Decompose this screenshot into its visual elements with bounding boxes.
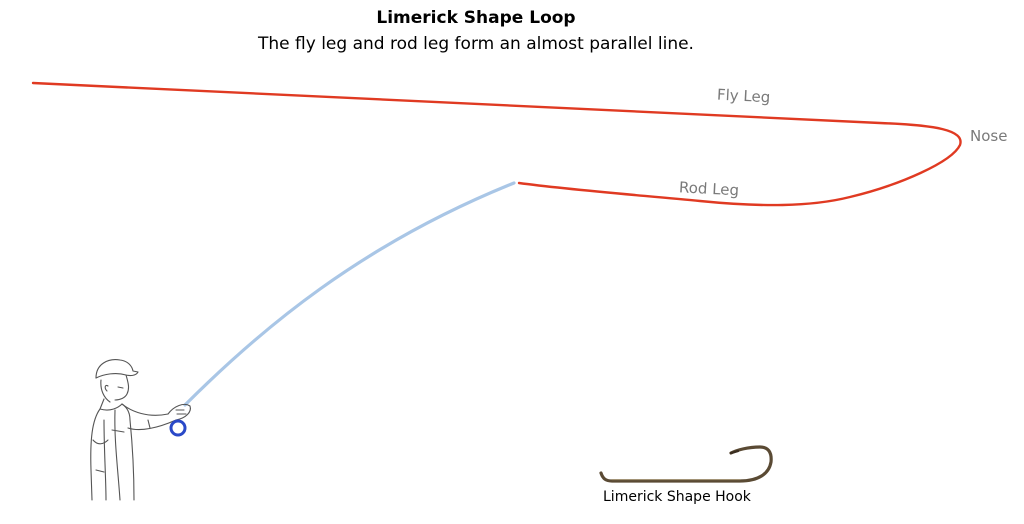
fly-line-loop: [31, 81, 962, 207]
fly-rod: [183, 181, 516, 407]
fly-leg-label: Fly Leg: [717, 86, 771, 107]
angler-illustration: [90, 359, 191, 501]
hook-icon: [599, 445, 773, 483]
rod-leg-label: Rod Leg: [679, 178, 740, 199]
reel-icon: [169, 419, 187, 437]
hook-caption: Limerick Shape Hook: [603, 489, 751, 505]
diagram-title: Limerick Shape Loop: [376, 8, 576, 28]
diagram-subtitle: The fly leg and rod leg form an almost p…: [258, 34, 694, 54]
nose-label: Nose: [970, 127, 1007, 145]
